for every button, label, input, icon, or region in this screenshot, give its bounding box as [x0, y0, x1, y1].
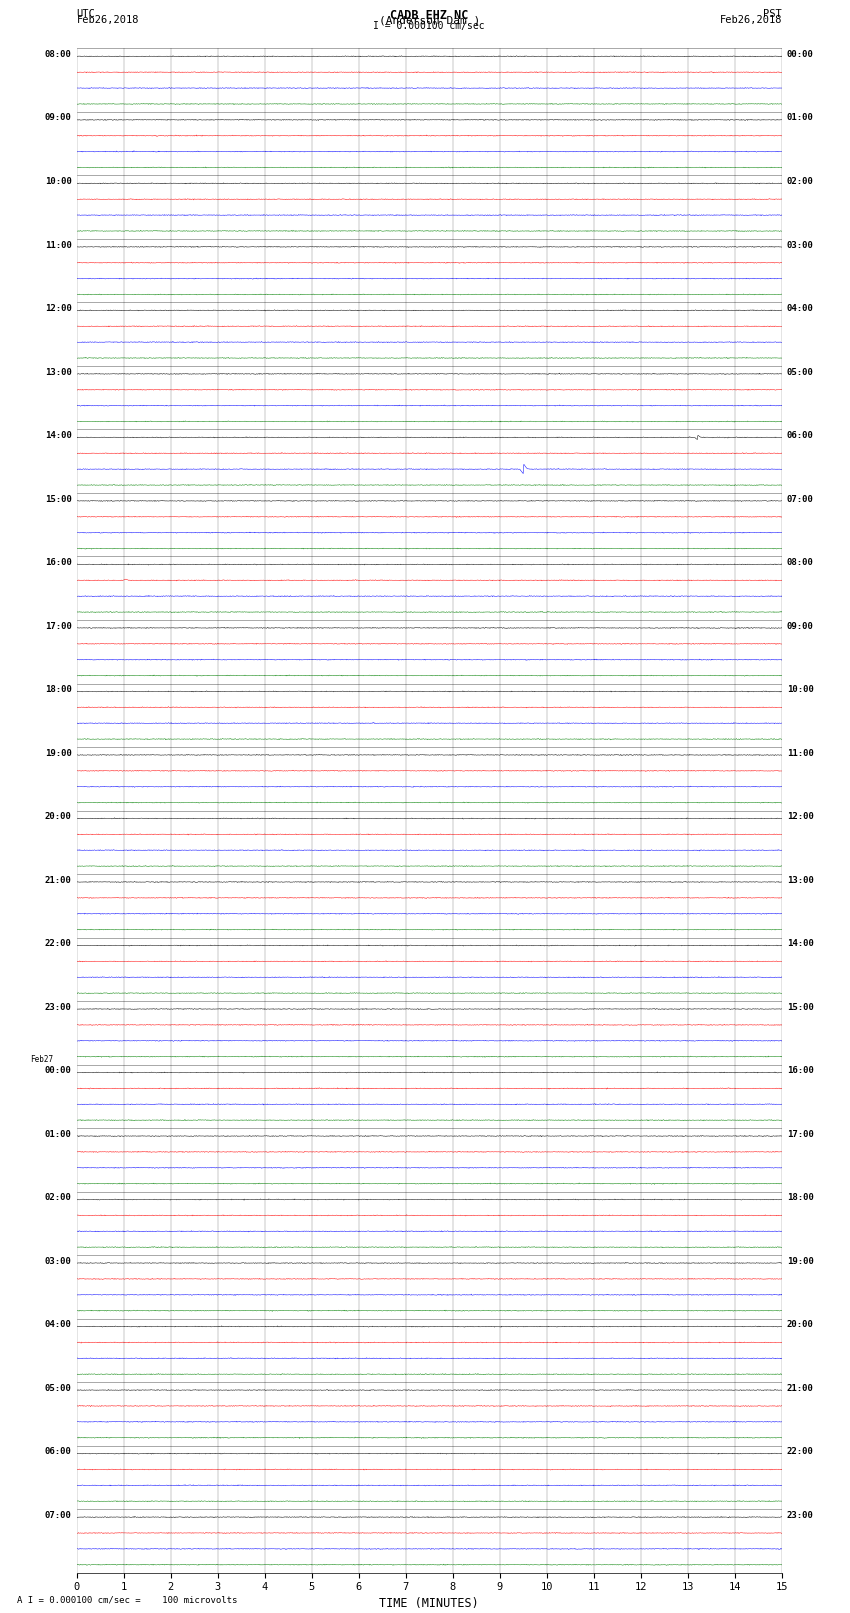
Text: CADB EHZ NC: CADB EHZ NC: [390, 10, 468, 23]
Text: 05:00: 05:00: [45, 1384, 71, 1392]
Text: 03:00: 03:00: [45, 1257, 71, 1266]
Text: 10:00: 10:00: [45, 177, 71, 185]
Text: 14:00: 14:00: [45, 431, 71, 440]
Text: 01:00: 01:00: [45, 1129, 71, 1139]
Text: Feb26,2018: Feb26,2018: [719, 16, 782, 26]
Text: 00:00: 00:00: [45, 1066, 71, 1076]
Text: 22:00: 22:00: [45, 939, 71, 948]
Text: 13:00: 13:00: [787, 876, 813, 884]
Text: 12:00: 12:00: [45, 303, 71, 313]
Text: 07:00: 07:00: [787, 495, 813, 503]
Text: 02:00: 02:00: [787, 177, 813, 185]
Text: 19:00: 19:00: [787, 1257, 813, 1266]
Text: 02:00: 02:00: [45, 1194, 71, 1202]
Text: 18:00: 18:00: [45, 686, 71, 694]
Text: PST: PST: [763, 10, 782, 19]
Text: 19:00: 19:00: [45, 748, 71, 758]
Text: 09:00: 09:00: [787, 621, 813, 631]
Text: 10:00: 10:00: [787, 686, 813, 694]
Text: 21:00: 21:00: [45, 876, 71, 884]
Text: 05:00: 05:00: [787, 368, 813, 376]
Text: 21:00: 21:00: [787, 1384, 813, 1392]
Text: 01:00: 01:00: [787, 113, 813, 123]
Text: 18:00: 18:00: [787, 1194, 813, 1202]
Text: 04:00: 04:00: [45, 1319, 71, 1329]
Text: 08:00: 08:00: [45, 50, 71, 60]
Text: UTC: UTC: [76, 10, 95, 19]
Text: 20:00: 20:00: [787, 1319, 813, 1329]
Text: 20:00: 20:00: [45, 811, 71, 821]
Text: (Anderson Dam ): (Anderson Dam ): [378, 16, 480, 26]
Text: 13:00: 13:00: [45, 368, 71, 376]
Text: 00:00: 00:00: [787, 50, 813, 60]
Text: 15:00: 15:00: [45, 495, 71, 503]
Text: I = 0.000100 cm/sec: I = 0.000100 cm/sec: [373, 21, 485, 31]
Text: 22:00: 22:00: [787, 1447, 813, 1457]
Text: 17:00: 17:00: [787, 1129, 813, 1139]
Text: 11:00: 11:00: [787, 748, 813, 758]
Text: 23:00: 23:00: [45, 1003, 71, 1011]
Text: 08:00: 08:00: [787, 558, 813, 568]
Text: 06:00: 06:00: [787, 431, 813, 440]
Text: 12:00: 12:00: [787, 811, 813, 821]
Text: A I = 0.000100 cm/sec =    100 microvolts: A I = 0.000100 cm/sec = 100 microvolts: [17, 1595, 237, 1605]
Text: 17:00: 17:00: [45, 621, 71, 631]
Text: Feb26,2018: Feb26,2018: [76, 16, 139, 26]
Text: 11:00: 11:00: [45, 240, 71, 250]
Text: 16:00: 16:00: [787, 1066, 813, 1076]
Text: 04:00: 04:00: [787, 303, 813, 313]
Text: 07:00: 07:00: [45, 1511, 71, 1519]
Text: 09:00: 09:00: [45, 113, 71, 123]
Text: Feb27: Feb27: [30, 1055, 53, 1065]
Text: 14:00: 14:00: [787, 939, 813, 948]
Text: 03:00: 03:00: [787, 240, 813, 250]
Text: 23:00: 23:00: [787, 1511, 813, 1519]
Text: 06:00: 06:00: [45, 1447, 71, 1457]
Text: 16:00: 16:00: [45, 558, 71, 568]
X-axis label: TIME (MINUTES): TIME (MINUTES): [379, 1597, 479, 1610]
Text: 15:00: 15:00: [787, 1003, 813, 1011]
